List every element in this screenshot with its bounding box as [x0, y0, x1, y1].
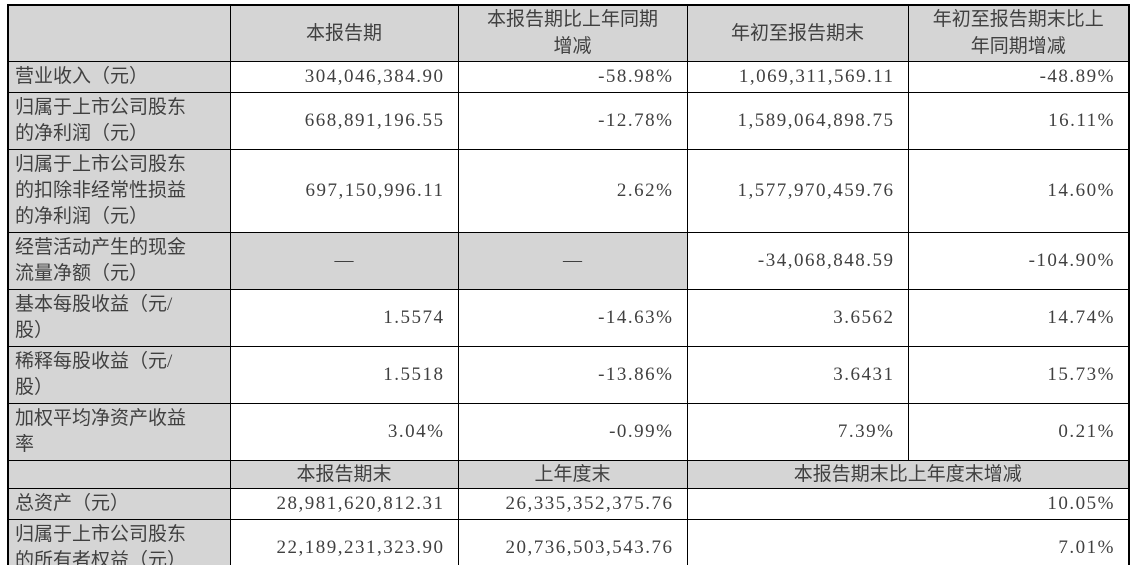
- value-current-change: -12.78%: [457, 91, 688, 150]
- header-ytd: 年初至报告期末: [686, 4, 909, 62]
- table-header-bottom: 本报告期末 上年度末 本报告期末比上年度末增减: [7, 459, 1130, 489]
- table-row-total-assets: 总资产（元） 28,981,620,812.31 26,335,352,375.…: [7, 487, 1130, 520]
- table-header-top: 本报告期 本报告期比上年同期增减 年初至报告期末 年初至报告期末比上年同期增减: [7, 4, 1130, 62]
- header-period-end-change: 本报告期末比上年度末增减: [686, 459, 1130, 489]
- value-ytd: 1,069,311,569.11: [686, 60, 909, 93]
- row-label: 稀释每股收益（元/股）: [7, 345, 231, 404]
- row-label: 经营活动产生的现金流量净额（元）: [7, 231, 231, 290]
- value-current-change-dash: —: [457, 231, 688, 290]
- table-row-shareholders-equity: 归属于上市公司股东的所有者权益（元） 22,189,231,323.90 20,…: [7, 518, 1130, 565]
- value-current: 697,150,996.11: [229, 148, 459, 233]
- value-ytd-change: -104.90%: [907, 231, 1130, 290]
- table-row-diluted-eps: 稀释每股收益（元/股） 1.5518 -13.86% 3.6431 15.73%: [7, 345, 1130, 404]
- value-ytd: 7.39%: [686, 402, 909, 461]
- header-prior-year-end: 上年度末: [457, 459, 688, 489]
- row-label: 总资产（元）: [7, 487, 231, 520]
- value-period-end: 28,981,620,812.31: [229, 487, 459, 520]
- table-row-basic-eps: 基本每股收益（元/股） 1.5574 -14.63% 3.6562 14.74%: [7, 288, 1130, 347]
- value-current: 1.5574: [229, 288, 459, 347]
- value-current: 668,891,196.55: [229, 91, 459, 150]
- header-ytd-change: 年初至报告期末比上年同期增减: [907, 4, 1130, 62]
- header-period-end: 本报告期末: [229, 459, 459, 489]
- value-ytd: 1,577,970,459.76: [686, 148, 909, 233]
- row-label: 营业收入（元）: [7, 60, 231, 93]
- value-ytd-change: 0.21%: [907, 402, 1130, 461]
- value-ytd-change: 14.60%: [907, 148, 1130, 233]
- row-label: 基本每股收益（元/股）: [7, 288, 231, 347]
- row-label: 归属于上市公司股东的所有者权益（元）: [7, 518, 231, 565]
- header-blank-cell: [7, 459, 231, 489]
- value-ytd: -34,068,848.59: [686, 231, 909, 290]
- header-blank-cell: [7, 4, 231, 62]
- value-prior-year-end: 20,736,503,543.76: [457, 518, 688, 565]
- value-current-dash: —: [229, 231, 459, 290]
- table-row-net-profit-excl-nonrecurring: 归属于上市公司股东的扣除非经常性损益的净利润（元） 697,150,996.11…: [7, 148, 1130, 233]
- value-ytd-change: 14.74%: [907, 288, 1130, 347]
- value-ytd: 3.6562: [686, 288, 909, 347]
- table-row-operating-cash-flow: 经营活动产生的现金流量净额（元） — — -34,068,848.59 -104…: [7, 231, 1130, 290]
- row-label: 归属于上市公司股东的扣除非经常性损益的净利润（元）: [7, 148, 231, 233]
- table-row-weighted-avg-roe: 加权平均净资产收益率 3.04% -0.99% 7.39% 0.21%: [7, 402, 1130, 461]
- value-ytd-change: -48.89%: [907, 60, 1130, 93]
- value-current-change: -58.98%: [457, 60, 688, 93]
- financial-summary-table: 本报告期 本报告期比上年同期增减 年初至报告期末 年初至报告期末比上年同期增减 …: [7, 4, 1130, 565]
- value-prior-year-end: 26,335,352,375.76: [457, 487, 688, 520]
- value-current: 1.5518: [229, 345, 459, 404]
- header-current-period: 本报告期: [229, 4, 459, 62]
- row-label: 加权平均净资产收益率: [7, 402, 231, 461]
- value-current-change: -13.86%: [457, 345, 688, 404]
- value-current-change: -14.63%: [457, 288, 688, 347]
- value-change: 10.05%: [686, 487, 1130, 520]
- table-row-revenue: 营业收入（元） 304,046,384.90 -58.98% 1,069,311…: [7, 60, 1130, 93]
- value-ytd-change: 15.73%: [907, 345, 1130, 404]
- header-current-period-change: 本报告期比上年同期增减: [457, 4, 688, 62]
- value-change: 7.01%: [686, 518, 1130, 565]
- value-current: 3.04%: [229, 402, 459, 461]
- value-current-change: -0.99%: [457, 402, 688, 461]
- value-ytd: 1,589,064,898.75: [686, 91, 909, 150]
- value-current: 304,046,384.90: [229, 60, 459, 93]
- value-period-end: 22,189,231,323.90: [229, 518, 459, 565]
- value-current-change: 2.62%: [457, 148, 688, 233]
- value-ytd: 3.6431: [686, 345, 909, 404]
- value-ytd-change: 16.11%: [907, 91, 1130, 150]
- row-label: 归属于上市公司股东的净利润（元）: [7, 91, 231, 150]
- table-row-net-profit: 归属于上市公司股东的净利润（元） 668,891,196.55 -12.78% …: [7, 91, 1130, 150]
